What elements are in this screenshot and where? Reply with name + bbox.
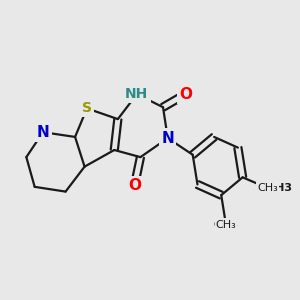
Text: H: H bbox=[132, 88, 142, 100]
Text: N: N bbox=[37, 125, 50, 140]
Text: CH3: CH3 bbox=[214, 220, 239, 230]
Text: N: N bbox=[37, 125, 50, 140]
Text: S: S bbox=[82, 101, 92, 116]
Text: O: O bbox=[179, 87, 192, 102]
Text: O: O bbox=[128, 178, 141, 193]
Text: N: N bbox=[161, 130, 174, 146]
Text: CH3: CH3 bbox=[268, 183, 292, 193]
Text: NH: NH bbox=[125, 87, 148, 101]
Text: CH₃: CH₃ bbox=[216, 220, 236, 230]
Text: CH₃: CH₃ bbox=[257, 183, 278, 193]
